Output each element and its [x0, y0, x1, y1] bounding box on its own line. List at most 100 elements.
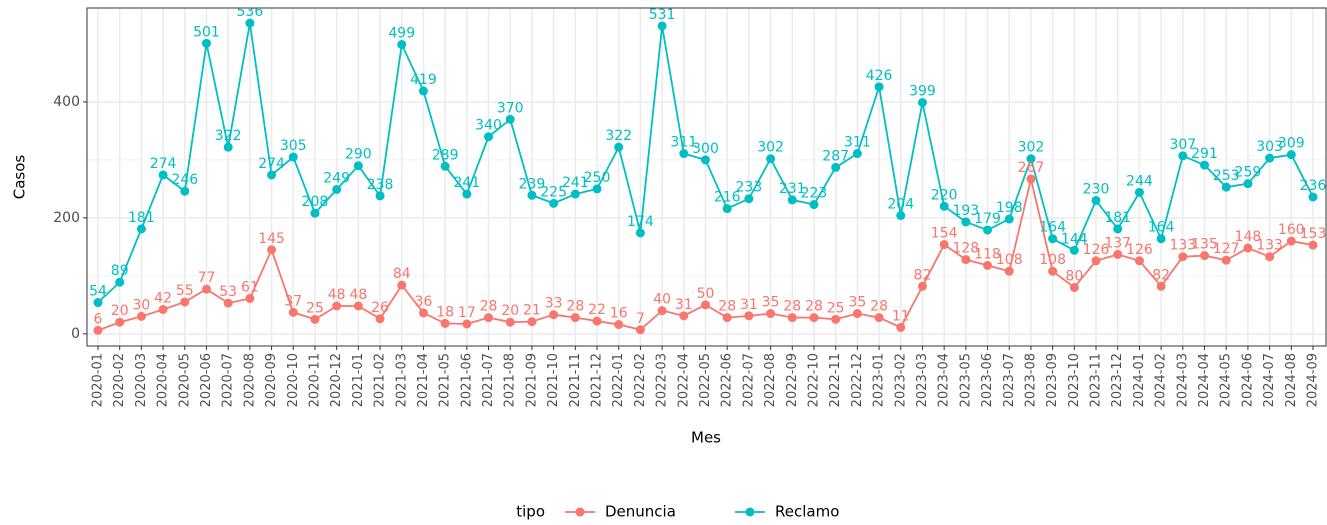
data-label: 198	[996, 200, 1023, 216]
data-label: 531	[649, 7, 676, 23]
data-label: 204	[887, 197, 914, 213]
point	[288, 307, 298, 317]
point	[1113, 224, 1123, 234]
point	[158, 304, 168, 314]
point	[1134, 187, 1144, 197]
point	[332, 301, 342, 311]
data-label: 28	[718, 299, 736, 315]
y-tick-label: 400	[53, 94, 80, 110]
data-label: 322	[215, 128, 242, 144]
point	[744, 311, 754, 321]
x-tick-label: 2021-04	[416, 353, 431, 407]
legend-label: Reclamo	[775, 503, 839, 521]
legend-point	[575, 507, 585, 517]
data-label: 302	[1018, 140, 1045, 156]
x-tick-label: 2022-10	[806, 353, 821, 407]
point	[961, 217, 971, 227]
data-label: 179	[974, 211, 1001, 227]
x-tick-label: 2024-04	[1197, 353, 1212, 407]
x-tick-label: 2023-11	[1089, 353, 1104, 407]
data-label: 42	[154, 290, 172, 306]
point	[1308, 240, 1318, 250]
x-tick-label: 2020-10	[286, 353, 301, 407]
x-tick-label: 2024-01	[1132, 353, 1147, 407]
x-axis-title: Mes	[691, 429, 721, 447]
data-label: 322	[605, 128, 632, 144]
x-tick-label: 2020-11	[307, 353, 322, 407]
data-label: 289	[432, 147, 459, 163]
x-tick-label: 2023-12	[1110, 353, 1125, 407]
point	[592, 184, 602, 194]
point	[484, 132, 494, 142]
data-label: 54	[89, 284, 107, 300]
data-label: 241	[562, 175, 589, 191]
point	[223, 142, 233, 152]
x-tick-label: 2023-03	[915, 353, 930, 407]
point	[592, 316, 602, 326]
point	[180, 297, 190, 307]
point	[831, 162, 841, 172]
data-label: 274	[258, 156, 285, 172]
data-label: 48	[349, 287, 367, 303]
data-label: 164	[1148, 220, 1175, 236]
point	[1091, 256, 1101, 266]
data-label: 25	[306, 300, 324, 316]
data-label: 144	[1061, 231, 1088, 247]
point	[874, 313, 884, 323]
x-tick-label: 2022-09	[785, 353, 800, 407]
data-label: 77	[198, 270, 216, 286]
point	[375, 191, 385, 201]
data-label: 153	[1300, 226, 1327, 242]
data-label: 223	[801, 186, 828, 202]
point	[1134, 256, 1144, 266]
data-label: 249	[323, 170, 350, 186]
point	[766, 309, 776, 319]
x-tick-label: 2023-02	[893, 353, 908, 407]
x-tick-label: 2020-08	[242, 353, 257, 407]
x-tick-label: 2020-12	[329, 353, 344, 407]
point	[136, 224, 146, 234]
data-label: 127	[1213, 241, 1240, 257]
data-label: 145	[258, 231, 285, 247]
point	[440, 161, 450, 171]
data-label: 126	[1126, 242, 1153, 258]
point	[614, 320, 624, 330]
point	[158, 170, 168, 180]
data-label: 50	[697, 286, 715, 302]
point	[1156, 234, 1166, 244]
y-axis-title: Casos	[11, 155, 29, 200]
point	[310, 314, 320, 324]
data-label: 311	[844, 135, 871, 151]
x-tick-label: 2023-04	[937, 353, 952, 407]
point	[635, 325, 645, 335]
point	[267, 170, 277, 180]
data-label: 108	[996, 252, 1023, 268]
data-label: 307	[1169, 137, 1196, 153]
data-label: 28	[566, 299, 584, 315]
data-label: 84	[393, 266, 411, 282]
point	[1069, 282, 1079, 292]
data-label: 174	[627, 214, 654, 230]
point	[1091, 195, 1101, 205]
data-label: 426	[866, 68, 893, 84]
point	[701, 300, 710, 310]
data-label: 287	[822, 148, 849, 164]
legend-label: Denuncia	[605, 503, 676, 521]
data-label: 501	[193, 24, 220, 40]
point	[310, 208, 320, 218]
x-tick-label: 2023-08	[1023, 353, 1038, 407]
point	[505, 114, 515, 124]
x-tick-label: 2023-05	[958, 353, 973, 407]
point	[744, 194, 754, 204]
data-label: 35	[762, 295, 780, 311]
data-label: 303	[1256, 139, 1283, 155]
data-label: 22	[588, 302, 606, 318]
legend-point	[745, 507, 755, 517]
data-label: 135	[1191, 237, 1218, 253]
point	[180, 186, 190, 196]
x-tick-label: 2022-07	[741, 353, 756, 407]
point	[288, 152, 298, 162]
data-label: 16	[610, 306, 628, 322]
x-tick-label: 2022-12	[850, 353, 865, 407]
x-tick-label: 2020-04	[156, 353, 171, 407]
